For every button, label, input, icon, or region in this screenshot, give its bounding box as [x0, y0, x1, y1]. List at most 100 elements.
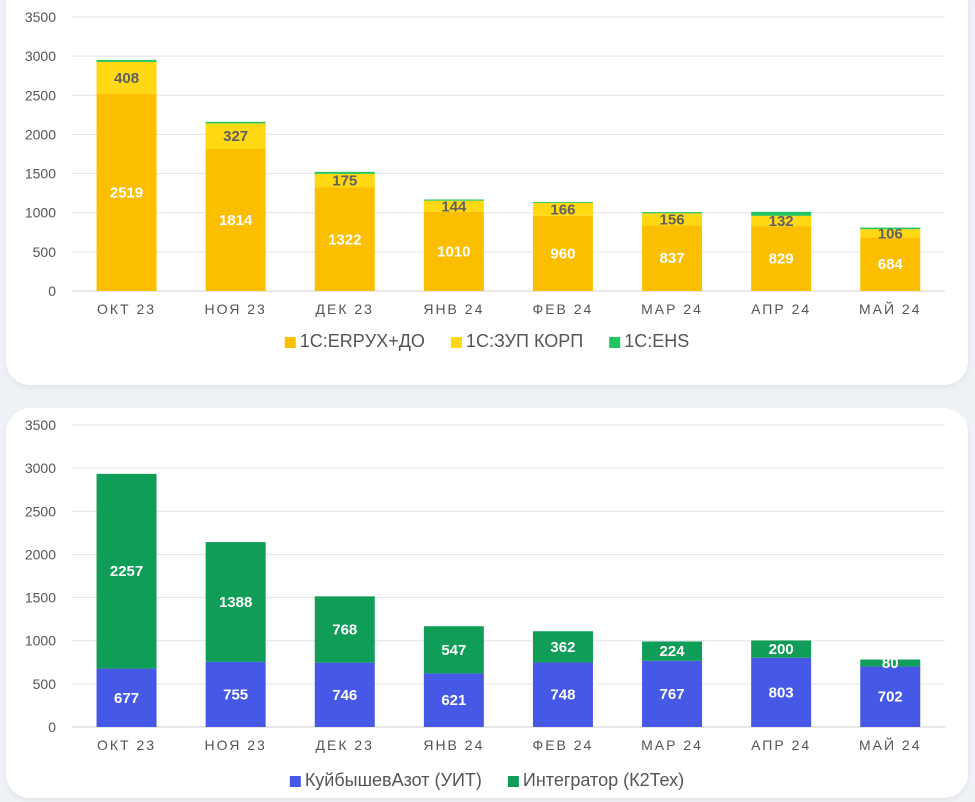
data-label: 166 [550, 201, 575, 218]
y-tick-label: 2500 [25, 503, 56, 519]
data-label: 829 [769, 251, 794, 268]
y-tick-label: 500 [33, 244, 57, 260]
x-tick-label: НОЯ 23 [205, 737, 267, 753]
legend-label: 1С:EHS [624, 331, 689, 351]
bar-segment [423, 626, 484, 674]
data-label: 327 [223, 128, 248, 145]
y-tick-label: 1500 [25, 590, 56, 606]
bar-segment [860, 659, 921, 667]
data-label: 746 [332, 687, 357, 704]
bar-segment [96, 59, 157, 62]
data-label: 803 [769, 684, 794, 701]
data-label: 621 [441, 692, 466, 709]
bar-segment [205, 123, 266, 149]
y-tick-label: 2000 [25, 126, 56, 142]
y-tick-label: 3000 [25, 48, 56, 64]
y-tick-label: 1000 [25, 633, 56, 649]
bar-segment [751, 211, 812, 216]
x-tick-label: ДЕК 23 [316, 737, 374, 753]
bar-segment [751, 657, 812, 727]
bar-segment [423, 673, 484, 727]
x-tick-label: ФЕВ 24 [533, 737, 594, 753]
x-tick-label: ДЕК 23 [316, 301, 374, 317]
chart-card-2 [6, 408, 968, 798]
y-tick-label: 3500 [25, 417, 56, 433]
bar-segment [860, 227, 921, 230]
legend-swatch [609, 337, 621, 348]
legend: 1С:ERPУХ+ДО 1С:ЗУП КОРП 1С:EHS [284, 331, 689, 351]
data-label: 702 [878, 689, 903, 706]
y-tick-label: 1500 [25, 166, 56, 182]
data-label: 1010 [437, 243, 470, 260]
data-label: 837 [660, 250, 685, 267]
x-tick-label: ЯНВ 24 [423, 301, 484, 317]
bar-segment [751, 215, 812, 227]
data-label: 362 [550, 639, 575, 656]
bar-segment [751, 226, 812, 291]
bar-segment [423, 211, 484, 291]
data-label: 408 [114, 70, 139, 87]
bar-segment [860, 666, 921, 727]
bar-segment [642, 213, 703, 226]
bar-segment [860, 237, 921, 291]
data-label: 748 [550, 687, 575, 704]
bar-segment [423, 200, 484, 212]
data-label: 768 [332, 621, 357, 638]
data-label: 677 [114, 690, 139, 707]
x-tick-label: МАЙ 24 [859, 300, 922, 317]
data-label: 1814 [219, 212, 253, 229]
bar-segment [751, 640, 812, 658]
y-tick-label: 3000 [25, 460, 56, 476]
data-label: 156 [660, 211, 685, 228]
bar-segment [96, 61, 157, 94]
data-label: 547 [441, 642, 466, 659]
bar-segment [642, 641, 703, 661]
legend-label: 1С:ЗУП КОРП [466, 331, 583, 351]
x-tick-label: АПР 24 [751, 737, 811, 753]
bar-segment [642, 212, 703, 214]
data-label: 80 [882, 655, 899, 672]
legend-label: КуйбышевАзот (УИТ) [305, 770, 482, 790]
bar-segment [96, 93, 157, 292]
y-tick-label: 3500 [25, 9, 56, 25]
legend-swatch [289, 776, 301, 787]
y-tick-label: 500 [33, 676, 57, 692]
bar-segment [205, 661, 266, 727]
data-label: 200 [769, 641, 794, 658]
data-label: 960 [550, 245, 575, 262]
bar-segment [314, 187, 375, 291]
data-label: 106 [878, 225, 903, 242]
data-label: 224 [660, 643, 686, 660]
y-tick-label: 0 [48, 283, 56, 299]
legend-item: КуйбышевАзот (УИТ) [289, 770, 482, 790]
bar-segment [532, 202, 593, 216]
bar-segment [532, 201, 593, 203]
legend-swatch [507, 776, 519, 787]
bar-segment [205, 148, 266, 291]
legend-swatch [284, 337, 296, 348]
y-tick-label: 1000 [25, 205, 56, 221]
y-tick-label: 2500 [25, 87, 56, 103]
data-label: 1322 [328, 231, 361, 248]
x-tick-label: МАР 24 [641, 737, 703, 753]
x-tick-label: ЯНВ 24 [423, 737, 484, 753]
bar-segment [314, 171, 375, 174]
bar-segment [423, 199, 484, 201]
x-tick-label: АПР 24 [751, 301, 811, 317]
x-tick-label: МАР 24 [641, 301, 703, 317]
x-tick-label: ОКТ 23 [97, 737, 156, 753]
legend-label: Интегратор (К2Тех) [523, 770, 684, 790]
bar-segment [532, 631, 593, 663]
bar-segment [314, 596, 375, 663]
y-tick-label: 2000 [25, 546, 56, 562]
data-label: 132 [769, 213, 794, 230]
data-label: 755 [223, 686, 248, 703]
x-tick-label: МАЙ 24 [859, 736, 922, 753]
bar-segment [96, 473, 157, 669]
legend-label: 1С:ERPУХ+ДО [300, 331, 425, 351]
legend-swatch [450, 337, 462, 348]
legend-item: 1С:EHS [609, 331, 689, 351]
legend-item: Интегратор (К2Тех) [507, 770, 684, 790]
bar-segment [860, 229, 921, 238]
